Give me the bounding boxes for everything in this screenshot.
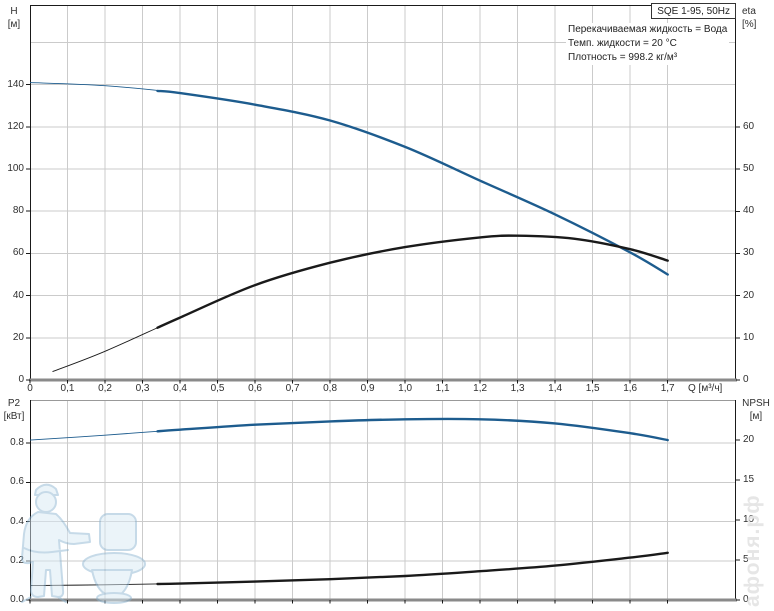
h-axis-label: H <box>10 6 18 17</box>
p2-axis-tick-label: 0.2 <box>10 554 24 566</box>
eta-axis-unit: [%] <box>742 19 757 30</box>
info-line-density: Плотность = 998.2 кг/м³ <box>568 52 678 63</box>
q-axis-tick-label: 0,7 <box>285 383 300 394</box>
p2-axis-unit: [кВт] <box>3 411 25 422</box>
npsh-axis-tick-label: 10 <box>743 514 755 525</box>
p2-axis-label: P2 <box>7 398 21 409</box>
q-axis-tick-label: 1,5 <box>585 383 600 394</box>
q-axis-tick-label: 0,9 <box>360 383 375 394</box>
curve-H-thin <box>29 82 668 275</box>
p2-axis-tick-label: 0.6 <box>10 476 24 488</box>
plot-area-hq-eta-curves <box>26 5 740 384</box>
plot-area-p2-npsh-curves <box>26 400 740 604</box>
eta-axis-tick-label: 40 <box>743 205 755 217</box>
curve-P2 <box>156 417 669 442</box>
q-axis-tick-label: 1,2 <box>473 383 488 394</box>
watermark-site-text: афоня.рф <box>741 494 764 607</box>
h-axis-tick-label: 60 <box>12 247 24 259</box>
h-axis-tick-label: 0 <box>18 374 24 385</box>
q-axis-label: Q [м³/ч] <box>688 383 723 394</box>
eta-axis-tick-label: 30 <box>743 247 755 259</box>
q-axis-tick-label: 0,2 <box>98 383 112 394</box>
h-axis-tick-label: 40 <box>12 289 24 301</box>
eta-axis-label: eta <box>742 6 756 17</box>
watermark-mascot-plumber-icon <box>21 483 146 604</box>
h-axis-tick-label: 140 <box>7 78 24 90</box>
curve-eta <box>156 234 669 329</box>
h-axis-tick-label: 80 <box>12 205 24 217</box>
info-line-fluid: Перекачиваемая жидкость = Вода <box>568 24 728 35</box>
eta-axis-tick-label: 20 <box>743 289 755 301</box>
eta-axis-tick-label: 60 <box>743 120 755 132</box>
h-axis-tick-label: 100 <box>7 163 24 175</box>
p2-axis-tick-label: 0.8 <box>10 437 24 448</box>
h-axis-unit: [м] <box>7 19 21 30</box>
q-axis-tick-label: 0,3 <box>135 383 150 394</box>
curve-H <box>156 89 669 276</box>
eta-axis-tick-label: 0 <box>743 374 749 385</box>
q-axis-tick-label: 0,6 <box>248 383 262 394</box>
q-axis-tick-label: 0 <box>27 383 33 394</box>
q-axis-tick-label: 0,5 <box>210 383 225 394</box>
q-axis-tick-label: 1,0 <box>398 383 413 394</box>
npsh-axis-tick-label: 0 <box>743 594 749 605</box>
q-axis-tick-label: 0,1 <box>60 383 75 394</box>
p2-axis-tick-label: 0.0 <box>10 594 24 605</box>
q-axis-tick-label: 0,8 <box>323 383 338 394</box>
q-axis-tick-label: 1,1 <box>435 383 450 394</box>
curve-NPSH <box>156 551 669 586</box>
model-title-box: SQE 1-95, 50Hz <box>651 3 736 19</box>
q-axis-tick-label: 1,6 <box>623 383 638 394</box>
npsh-axis-tick-label: 20 <box>743 434 755 445</box>
npsh-axis-unit: [м] <box>749 411 763 422</box>
q-axis-tick-label: 1,4 <box>548 383 563 394</box>
eta-axis-tick-label: 10 <box>743 331 755 343</box>
npsh-axis-tick-label: 5 <box>743 554 749 565</box>
curve-P2-thin <box>29 418 668 441</box>
p2-axis-tick-label: 0.4 <box>10 515 24 527</box>
h-axis-tick-label: 20 <box>12 331 24 343</box>
eta-axis-tick-label: 50 <box>743 163 755 175</box>
q-axis-tick-label: 1,3 <box>510 383 525 394</box>
h-axis-tick-label: 120 <box>7 120 24 132</box>
npsh-axis-tick-label: 15 <box>743 474 755 485</box>
q-axis-tick-label: 0,4 <box>173 383 187 394</box>
q-axis-tick-label: 1,7 <box>660 383 675 394</box>
npsh-axis-label: NPSH <box>742 398 770 409</box>
fluid-info-block: Перекачиваемая жидкость = Вода Темп. жид… <box>566 23 730 65</box>
info-line-temp: Темп. жидкости = 20 °C <box>568 38 677 49</box>
